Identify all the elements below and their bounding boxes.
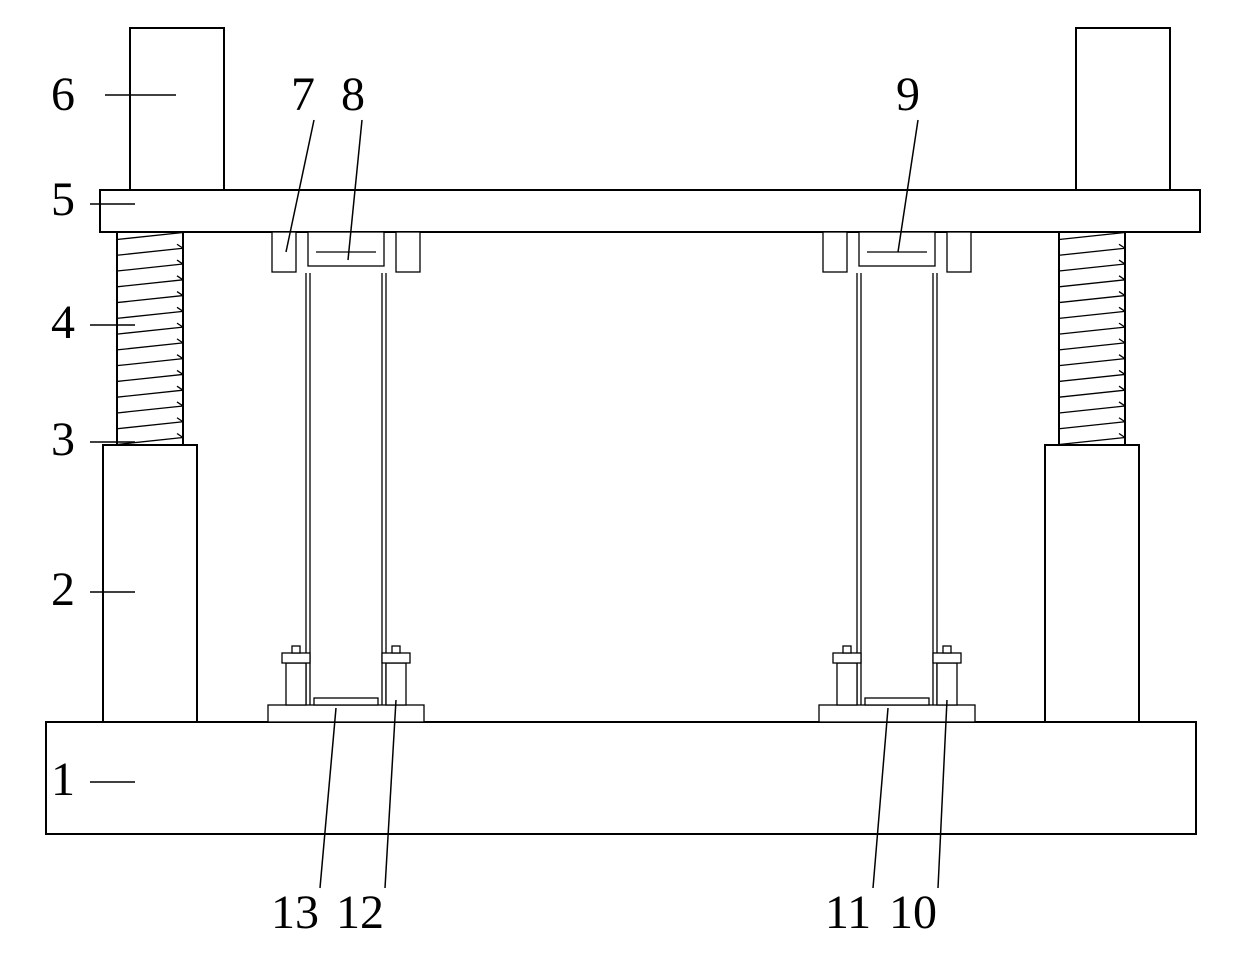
label-9: 9 [896, 68, 920, 121]
rod-right [1059, 232, 1125, 445]
label-3: 3 [51, 413, 75, 466]
label-5: 5 [51, 173, 75, 226]
clip-center [859, 232, 935, 266]
clip-tab [823, 232, 847, 272]
clip-tab [272, 232, 296, 272]
label-7: 7 [291, 68, 315, 121]
label-8: 8 [341, 68, 365, 121]
label-13: 13 [271, 886, 319, 939]
foot-inset [865, 698, 929, 705]
bolt-body [386, 663, 406, 705]
bolt-nub [943, 646, 951, 653]
label-10: 10 [889, 886, 937, 939]
foot-plate [268, 705, 424, 722]
bolt-cap [382, 653, 410, 663]
top-block-left [130, 28, 224, 190]
label-6: 6 [51, 68, 75, 121]
bolt-body [837, 663, 857, 705]
clip-tab [396, 232, 420, 272]
base-plate [46, 722, 1196, 834]
label-11: 11 [825, 886, 871, 939]
sleeve-left [103, 445, 197, 722]
bolt-nub [843, 646, 851, 653]
clip-center [308, 232, 384, 266]
foot-plate [819, 705, 975, 722]
bolt-cap [933, 653, 961, 663]
bolt-cap [282, 653, 310, 663]
bolt-nub [392, 646, 400, 653]
label-2: 2 [51, 563, 75, 616]
bolt-body [937, 663, 957, 705]
top-plate [100, 190, 1200, 232]
clip-tab [947, 232, 971, 272]
sleeve-right [1045, 445, 1139, 722]
bolt-nub [292, 646, 300, 653]
foot-inset [314, 698, 378, 705]
label-1: 1 [51, 753, 75, 806]
top-block-right [1076, 28, 1170, 190]
label-4: 4 [51, 296, 75, 349]
bolt-cap [833, 653, 861, 663]
bolt-body [286, 663, 306, 705]
rod-left [117, 232, 183, 445]
label-12: 12 [336, 886, 384, 939]
